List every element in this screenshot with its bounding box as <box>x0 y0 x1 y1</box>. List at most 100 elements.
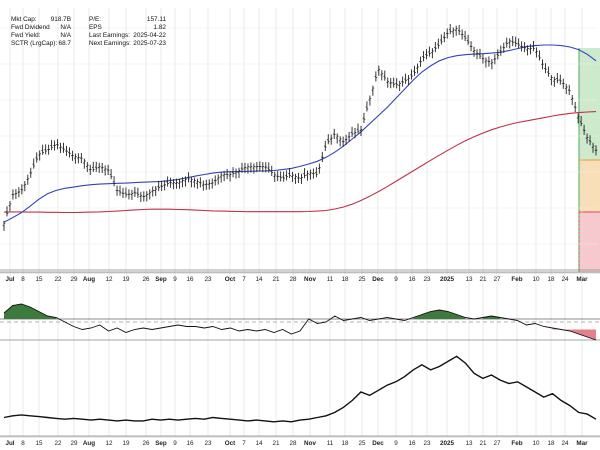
date-tick-label: Feb <box>511 276 522 283</box>
date-tick-label: Mar <box>576 440 588 447</box>
date-tick-label: Aug <box>83 440 95 447</box>
grid-lines <box>0 8 600 437</box>
date-tick-label: Jul <box>5 440 14 447</box>
stat-row: Last Earnings: 2025-04-22 <box>89 32 166 40</box>
stat-row: Next Earnings: 2025-07-23 <box>89 40 166 48</box>
date-tick-label: 23 <box>204 440 212 447</box>
date-tick-label: 13 <box>465 276 473 283</box>
date-tick-label: 15 <box>35 440 43 447</box>
stats-left: Mkt Cap: 918.7B Fwd Dividend N/A Fwd Yield… <box>11 16 71 48</box>
stat-value: N/A <box>60 24 71 32</box>
date-tick-label: 9 <box>173 440 177 447</box>
date-tick-label: Dec <box>372 276 384 283</box>
date-tick-label: 9 <box>394 440 398 447</box>
stat-label: SCTR (LrgCap): <box>11 40 58 48</box>
stat-label: Fwd Yield: <box>11 32 41 40</box>
date-tick-label: 21 <box>479 276 487 283</box>
date-tick-label: Sep <box>155 440 167 447</box>
short-moving-average-line <box>3 44 597 223</box>
stat-label: P/E: <box>89 16 102 23</box>
date-tick-label: Jul <box>5 276 14 283</box>
stat-label: Last Earnings: <box>89 32 130 40</box>
oscillator-negative-area <box>552 328 596 340</box>
date-tick-label: 11 <box>327 440 334 447</box>
date-tick-label: 25 <box>358 440 366 447</box>
date-tick-label: 27 <box>493 440 501 447</box>
oscillator-fill-area <box>4 304 57 319</box>
date-tick-label: 9 <box>173 276 177 283</box>
stat-row: EPS 1.82 <box>89 24 166 32</box>
date-tick-label: 10 <box>532 440 540 447</box>
stat-row: Fwd Dividend N/A <box>11 24 71 32</box>
date-tick-label: 29 <box>70 276 78 283</box>
date-tick-label: 18 <box>547 276 555 283</box>
stat-label: Mkt Cap: <box>11 16 37 23</box>
relative-strength-line <box>3 355 597 423</box>
stat-value: 2025-07-23 <box>133 40 166 48</box>
date-tick-label: 7 <box>242 440 246 447</box>
date-tick-label: 16 <box>408 440 416 447</box>
long-moving-average-line <box>3 111 597 214</box>
date-tick-label: 8 <box>21 440 25 447</box>
stat-value: N/A <box>60 32 71 40</box>
date-tick-label: 11 <box>327 276 334 283</box>
stat-row: SCTR (LrgCap): 68.7 <box>11 40 71 48</box>
stat-row: Fwd Yield: N/A <box>11 32 71 40</box>
orange-zone <box>579 160 600 212</box>
date-axes: Jul 8 15 22 29 Aug 12 19 26 Sep 9 16 23 Oct 7 14 21 28 Nov… <box>0 272 600 447</box>
date-tick-label: Nov <box>304 276 316 283</box>
date-tick-label: 10 <box>532 276 540 283</box>
date-tick-label: 15 <box>35 276 43 283</box>
date-tick-label: 26 <box>142 440 150 447</box>
stat-value: 1.82 <box>153 24 166 32</box>
date-tick-label: 8 <box>21 276 25 283</box>
stat-value: 68.7 <box>58 40 71 48</box>
date-tick-label: Mar <box>576 276 588 283</box>
date-tick-label: Oct <box>225 276 236 283</box>
date-tick-label: Oct <box>225 440 236 447</box>
date-tick-label: 19 <box>122 276 130 283</box>
oscillator-line <box>3 303 597 341</box>
stat-label: Fwd Dividend <box>11 24 50 32</box>
date-tick-label: Nov <box>304 440 316 447</box>
date-tick-label: 13 <box>465 440 473 447</box>
stat-row: Mkt Cap: 918.7B <box>11 16 71 24</box>
relative-strength-panel <box>3 355 597 423</box>
date-tick-label: 12 <box>105 276 113 283</box>
date-tick-label: 28 <box>289 276 297 283</box>
date-tick-label: Dec <box>372 440 384 447</box>
date-tick-label: 18 <box>547 440 555 447</box>
stats-right: P/E: 157.11 EPS 1.82 Last Earnings: 2025-04… <box>89 16 166 48</box>
date-tick-label: Sep <box>155 276 167 283</box>
date-tick-label: 2025 <box>440 276 455 283</box>
date-tick-label: 14 <box>255 276 263 283</box>
date-tick-label: 21 <box>272 276 280 283</box>
date-tick-label: 9 <box>394 276 398 283</box>
date-tick-label: 16 <box>186 440 194 447</box>
date-tick-label: 23 <box>204 276 212 283</box>
date-tick-label: 24 <box>561 276 569 283</box>
date-tick-label: 16 <box>186 276 194 283</box>
date-tick-label: 28 <box>289 440 297 447</box>
date-tick-label: 23 <box>423 276 431 283</box>
stat-label: EPS <box>89 24 102 32</box>
stat-row: P/E: 157.11 <box>89 16 166 24</box>
stat-value: 918.7B <box>50 16 71 23</box>
date-tick-label: 26 <box>142 276 150 283</box>
date-tick-label: Feb <box>511 440 522 447</box>
date-tick-label: 25 <box>358 276 366 283</box>
date-tick-label: 14 <box>255 440 263 447</box>
date-tick-label: 19 <box>122 440 130 447</box>
red-zone <box>579 212 600 272</box>
date-tick-label: 22 <box>54 440 62 447</box>
date-tick-label: 12 <box>105 440 113 447</box>
price-panel <box>2 24 598 231</box>
oscillator-panel <box>0 303 600 341</box>
date-tick-label: 7 <box>242 276 246 283</box>
date-tick-label: 27 <box>493 276 501 283</box>
date-tick-label: 18 <box>341 440 349 447</box>
date-tick-label: 21 <box>272 440 280 447</box>
date-tick-label: 18 <box>341 276 349 283</box>
oscillator-fill-area <box>413 310 466 319</box>
